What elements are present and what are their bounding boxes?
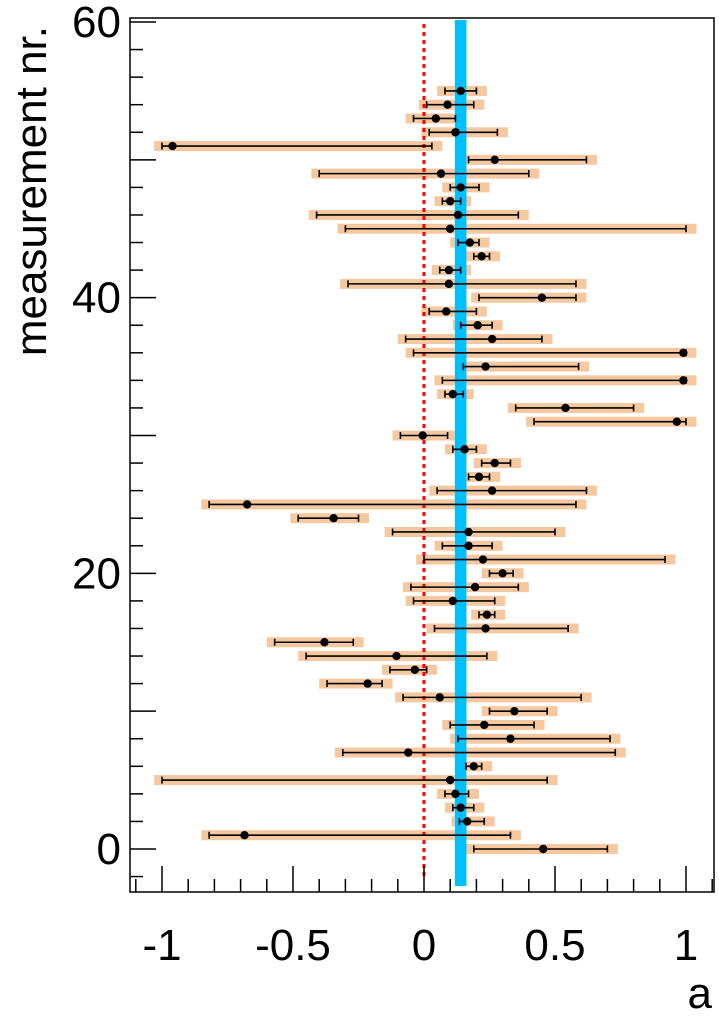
data-point [464,541,473,550]
x-tick-label: 0 [412,921,436,970]
data-point [460,445,469,454]
data-point [474,472,484,482]
stat-error-bars [161,87,687,853]
data-point [478,555,488,564]
data-point [477,252,486,261]
data-point [448,389,458,399]
data-point [537,293,547,302]
data-point [240,831,249,840]
y-tick-label: 40 [72,274,121,323]
data-point [672,417,682,426]
data-point [481,362,490,371]
data-point [446,224,455,233]
data-point [451,128,460,137]
data-point [442,307,451,316]
data-point [480,720,489,730]
data-point [444,279,454,289]
x-tick-label: 1 [674,921,698,970]
y-tick-label: 60 [72,0,121,47]
data-point [470,582,480,592]
average-band [454,20,467,886]
data-point [490,458,499,468]
data-point [444,265,454,275]
data-point [363,679,372,688]
plot-frame [129,17,715,893]
x-axis-ticks: -1 -0.5 0 0.5 1 [135,866,713,970]
data-point [446,196,455,206]
x-tick-label: -1 [142,921,181,970]
x-tick-label: 0.5 [524,921,585,970]
data-points [168,86,688,854]
data-point [168,141,177,151]
data-point [510,706,519,716]
data-point [539,844,548,854]
data-point [453,210,463,220]
data-point [469,762,478,771]
data-point [404,748,413,757]
data-point [561,403,570,413]
data-point [446,775,455,785]
data-point [487,486,497,495]
x-tick-label: -0.5 [255,921,331,970]
data-point [435,693,444,702]
x-axis-title: a [688,969,713,1016]
data-point [436,169,446,178]
data-point [463,817,472,826]
data-point [329,514,338,523]
data-point [443,100,452,109]
data-point [473,321,482,330]
data-point [464,527,473,537]
data-point [679,348,688,357]
average-band-layer [454,20,467,886]
data-point [448,596,458,606]
data-point [456,803,465,812]
data-point [465,238,475,247]
data-point [456,183,465,192]
data-point [498,569,507,578]
y-axis-title: measurement nr. [7,26,56,356]
data-point [456,86,465,96]
data-point [481,624,490,633]
y-axis-ticks: 0 20 40 60 [72,0,156,878]
data-point [242,500,252,509]
y-tick-label: 0 [97,825,121,874]
data-point [490,155,499,165]
data-point [506,734,515,743]
data-point [482,610,492,619]
data-point [320,638,329,647]
data-point [392,651,401,661]
data-point [418,431,427,440]
y-tick-label: 20 [72,549,121,598]
data-point [431,114,440,123]
data-point [679,376,688,385]
data-point [410,665,420,675]
data-point [451,789,460,799]
data-point [487,334,497,344]
